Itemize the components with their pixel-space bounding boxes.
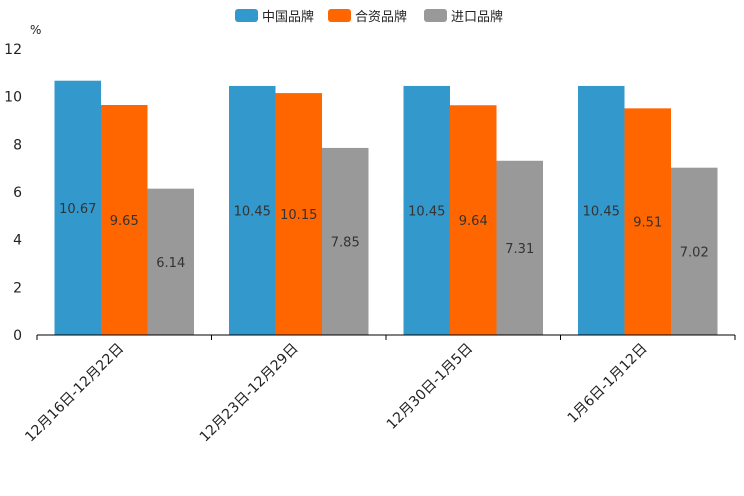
bar-value-label: 9.51 (633, 216, 662, 231)
bar-value-label: 7.31 (505, 242, 534, 257)
bar (403, 85, 450, 335)
y-tick-label: 10 (4, 90, 22, 106)
bar-value-label: 6.14 (156, 256, 185, 271)
bar-value-label: 10.15 (280, 208, 317, 223)
bar (101, 105, 148, 335)
x-category-label: 12月16日-12月22日 (22, 341, 127, 446)
bar (450, 105, 497, 335)
bar (624, 108, 671, 335)
bar (54, 80, 101, 335)
y-tick-label: 4 (13, 233, 22, 249)
x-category-label: 12月23日-12月29日 (197, 341, 302, 446)
y-tick-label: 0 (13, 328, 22, 344)
bar-value-label: 10.67 (59, 202, 96, 217)
legend-swatch (235, 9, 258, 22)
bar (229, 85, 276, 335)
y-tick-label: 8 (13, 137, 22, 153)
y-tick-label: 12 (4, 42, 22, 58)
bar-series-group: 10.67 9.65 6.14 10.45 10.15 7.85 10.45 9.64 7.31… (54, 80, 718, 335)
bar (275, 93, 322, 335)
y-tick-label: 2 (13, 280, 22, 296)
bar (322, 147, 369, 335)
legend-label: 进口品牌 (451, 9, 503, 25)
bar (671, 167, 718, 335)
bar-value-label: 7.85 (331, 235, 360, 250)
bar-value-label: 10.45 (583, 204, 620, 219)
x-category-label: 1月6日-1月12日 (565, 341, 651, 427)
y-tick-label: 6 (13, 185, 22, 201)
bar (496, 160, 543, 335)
bar-value-label: 9.65 (110, 214, 139, 229)
x-category-label: 12月30日-1月5日 (384, 341, 476, 433)
x-axis: 12月16日-12月22日 12月23日-12月29日 12月30日-1月5日 1月6… (22, 334, 736, 446)
bar (147, 188, 194, 335)
bar (578, 85, 625, 335)
legend-label: 合资品牌 (355, 9, 407, 25)
bar-value-label: 10.45 (234, 204, 271, 219)
bar-value-label: 7.02 (680, 245, 709, 260)
legend-label: 中国品牌 (262, 9, 314, 25)
bar-value-label: 9.64 (459, 214, 488, 229)
y-axis: 0 2 4 6 8 10 12 (4, 42, 22, 344)
bar-value-label: 10.45 (408, 204, 445, 219)
y-axis-unit-label: % (30, 23, 41, 37)
legend-swatch (424, 9, 447, 22)
legend: 中国品牌 合资品牌 进口品牌 (235, 9, 503, 25)
legend-swatch (328, 9, 351, 22)
